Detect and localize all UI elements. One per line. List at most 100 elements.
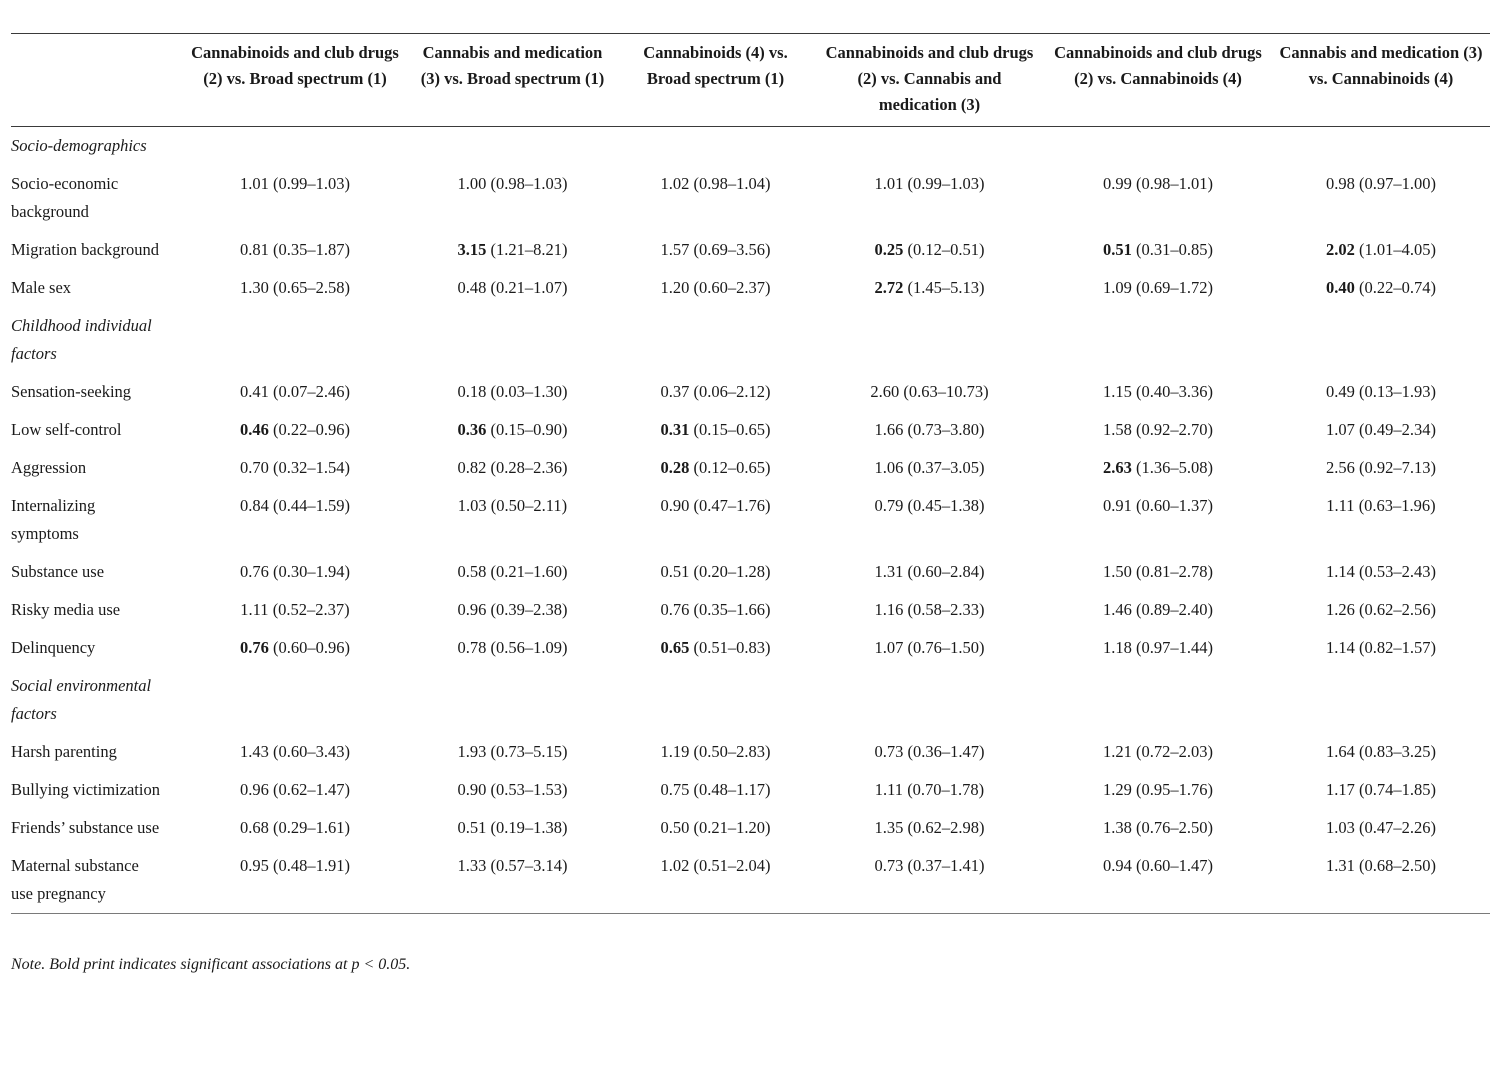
table-row: Friends’ substance use 0.68 (0.29–1.61) 0.… bbox=[11, 809, 1490, 847]
table-row: Substance use 0.76 (0.30–1.94) 0.58 (0.21–… bbox=[11, 553, 1490, 591]
estimate-cell: 1.15 (0.40–3.36) bbox=[1044, 373, 1272, 411]
row-label: Migration background bbox=[11, 240, 160, 259]
section-heading: Social environmental factors bbox=[11, 676, 152, 723]
confidence-interval: (0.48–1.91) bbox=[268, 856, 350, 875]
odds-ratio-value: 0.58 bbox=[457, 562, 487, 581]
row-label: Sensation-seeking bbox=[11, 382, 132, 401]
confidence-interval: (0.99–1.03) bbox=[268, 174, 350, 193]
odds-ratio-value: 1.06 bbox=[874, 458, 904, 477]
odds-ratio-value: 0.51 bbox=[1103, 240, 1132, 259]
table-row: Risky media use 1.11 (0.52–2.37) 0.96 (0.3… bbox=[11, 591, 1490, 629]
confidence-interval: (0.99–1.03) bbox=[903, 174, 985, 193]
estimate-cell: 0.79 (0.45–1.38) bbox=[815, 487, 1044, 553]
odds-ratio-value: 1.00 bbox=[457, 174, 487, 193]
row-label: Internalizing symptoms bbox=[11, 496, 96, 543]
estimate-cell: 1.35 (0.62–2.98) bbox=[815, 809, 1044, 847]
confidence-interval: (1.01–4.05) bbox=[1354, 240, 1436, 259]
empty-cell bbox=[616, 307, 815, 373]
estimate-cell: 1.11 (0.63–1.96) bbox=[1272, 487, 1490, 553]
estimate-cell: 1.50 (0.81–2.78) bbox=[1044, 553, 1272, 591]
odds-ratio-value: 0.36 bbox=[457, 420, 487, 439]
odds-ratio-value: 0.50 bbox=[660, 818, 690, 837]
estimate-cell: 0.90 (0.53–1.53) bbox=[409, 771, 616, 809]
odds-ratio-value: 0.48 bbox=[457, 278, 487, 297]
estimate-cell: 1.58 (0.92–2.70) bbox=[1044, 411, 1272, 449]
row-label: Maternal substance use pregnancy bbox=[11, 856, 139, 903]
odds-ratio-value: 1.33 bbox=[457, 856, 487, 875]
confidence-interval: (0.69–1.72) bbox=[1131, 278, 1213, 297]
odds-ratio-value: 1.18 bbox=[1103, 638, 1132, 657]
table-row: Internalizing symptoms 0.84 (0.44–1.59) 1.… bbox=[11, 487, 1490, 553]
confidence-interval: (0.32–1.54) bbox=[268, 458, 350, 477]
section-row: Socio-demographics bbox=[11, 127, 1490, 166]
odds-ratio-value: 0.95 bbox=[240, 856, 269, 875]
estimate-cell: 1.66 (0.73–3.80) bbox=[815, 411, 1044, 449]
odds-ratio-value: 2.60 bbox=[870, 382, 900, 401]
confidence-interval: (0.31–0.85) bbox=[1131, 240, 1213, 259]
table-row: Aggression 0.70 (0.32–1.54) 0.82 (0.28–2.3… bbox=[11, 449, 1490, 487]
odds-ratio-value: 1.35 bbox=[874, 818, 904, 837]
row-label: Delinquency bbox=[11, 638, 96, 657]
estimate-cell: 1.14 (0.82–1.57) bbox=[1272, 629, 1490, 667]
section-heading: Socio-demographics bbox=[11, 136, 147, 155]
estimate-cell: 0.31 (0.15–0.65) bbox=[616, 411, 815, 449]
estimate-cell: 1.09 (0.69–1.72) bbox=[1044, 269, 1272, 307]
table-row: Low self-control 0.46 (0.22–0.96) 0.36 (0.… bbox=[11, 411, 1490, 449]
odds-ratio-value: 0.94 bbox=[1103, 856, 1132, 875]
estimate-cell: 1.07 (0.49–2.34) bbox=[1272, 411, 1490, 449]
confidence-interval: (0.76–2.50) bbox=[1131, 818, 1213, 837]
estimate-cell: 1.43 (0.60–3.43) bbox=[181, 733, 409, 771]
row-label: Male sex bbox=[11, 278, 72, 297]
confidence-interval: (0.60–1.47) bbox=[1131, 856, 1213, 875]
estimate-cell: 1.03 (0.50–2.11) bbox=[409, 487, 616, 553]
estimate-cell: 1.26 (0.62–2.56) bbox=[1272, 591, 1490, 629]
odds-ratio-value: 1.15 bbox=[1103, 382, 1132, 401]
odds-ratio-value: 1.20 bbox=[660, 278, 690, 297]
odds-ratio-value: 1.03 bbox=[1326, 818, 1355, 837]
empty-cell bbox=[1272, 127, 1490, 166]
odds-ratio-value: 1.46 bbox=[1103, 600, 1132, 619]
estimate-cell: 1.17 (0.74–1.85) bbox=[1272, 771, 1490, 809]
odds-ratio-value: 0.76 bbox=[240, 638, 269, 657]
estimate-cell: 1.38 (0.76–2.50) bbox=[1044, 809, 1272, 847]
estimate-cell: 0.40 (0.22–0.74) bbox=[1272, 269, 1490, 307]
estimate-cell: 0.68 (0.29–1.61) bbox=[181, 809, 409, 847]
confidence-interval: (0.92–2.70) bbox=[1131, 420, 1213, 439]
odds-ratio-value: 1.11 bbox=[240, 600, 269, 619]
confidence-interval: (0.73–3.80) bbox=[903, 420, 985, 439]
odds-ratio-value: 0.49 bbox=[1326, 382, 1355, 401]
odds-ratio-value: 1.02 bbox=[660, 174, 690, 193]
column-header: Cannabinoids (4) vs. Broad spectrum (1) bbox=[616, 33, 815, 127]
odds-ratio-value: 0.37 bbox=[660, 382, 690, 401]
odds-ratio-value: 1.19 bbox=[660, 742, 690, 761]
confidence-interval: (0.07–2.46) bbox=[268, 382, 350, 401]
odds-ratio-value: 0.40 bbox=[1326, 278, 1355, 297]
odds-ratio-value: 1.03 bbox=[457, 496, 487, 515]
confidence-interval: (0.22–0.96) bbox=[268, 420, 350, 439]
row-label: Risky media use bbox=[11, 600, 121, 619]
confidence-interval: (0.12–0.51) bbox=[903, 240, 985, 259]
odds-ratio-value: 0.81 bbox=[240, 240, 269, 259]
odds-ratio-value: 0.31 bbox=[660, 420, 690, 439]
estimate-cell: 0.41 (0.07–2.46) bbox=[181, 373, 409, 411]
odds-ratio-value: 0.96 bbox=[457, 600, 487, 619]
confidence-interval: (0.69–3.56) bbox=[689, 240, 771, 259]
odds-ratio-value: 0.99 bbox=[1103, 174, 1132, 193]
row-label: Harsh parenting bbox=[11, 742, 117, 761]
estimate-cell: 1.46 (0.89–2.40) bbox=[1044, 591, 1272, 629]
row-label: Low self-control bbox=[11, 420, 122, 439]
estimate-cell: 0.76 (0.30–1.94) bbox=[181, 553, 409, 591]
confidence-interval: (0.95–1.76) bbox=[1131, 780, 1213, 799]
estimate-cell: 1.31 (0.60–2.84) bbox=[815, 553, 1044, 591]
odds-ratio-value: 0.75 bbox=[660, 780, 690, 799]
odds-ratio-value: 2.56 bbox=[1326, 458, 1355, 477]
estimate-cell: 0.82 (0.28–2.36) bbox=[409, 449, 616, 487]
confidence-interval: (0.47–1.76) bbox=[689, 496, 771, 515]
estimate-cell: 0.76 (0.35–1.66) bbox=[616, 591, 815, 629]
odds-ratio-value: 0.76 bbox=[660, 600, 690, 619]
confidence-interval: (0.60–2.84) bbox=[903, 562, 985, 581]
column-header: Cannabis and medication (3) vs. Cannabin… bbox=[1272, 33, 1490, 127]
odds-ratio-value: 1.14 bbox=[1326, 638, 1355, 657]
estimate-cell: 0.81 (0.35–1.87) bbox=[181, 231, 409, 269]
odds-ratio-value: 1.14 bbox=[1326, 562, 1355, 581]
